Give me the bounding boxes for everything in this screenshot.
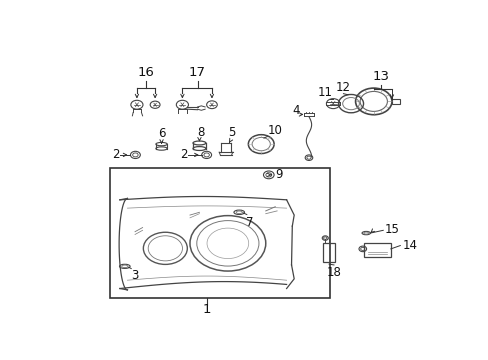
Text: 15: 15 [385,223,399,236]
Text: 2: 2 [112,148,120,161]
Text: 12: 12 [335,81,350,94]
Text: 9: 9 [275,168,282,181]
Bar [364,243,390,257]
Text: 17: 17 [189,66,205,79]
Text: 7: 7 [245,216,253,229]
Text: 18: 18 [326,266,341,279]
Text: 2: 2 [180,148,188,161]
Text: 1: 1 [203,303,211,316]
Text: 3: 3 [131,269,138,282]
Text: 5: 5 [227,126,235,139]
Text: 16: 16 [138,66,155,79]
Bar [110,168,329,298]
Text: 14: 14 [401,239,416,252]
Text: 6: 6 [158,127,165,140]
Text: 13: 13 [372,69,389,82]
Bar [391,99,400,104]
Text: 4: 4 [292,104,299,117]
Text: 11: 11 [318,86,332,99]
Bar [323,243,334,262]
Text: 8: 8 [197,126,204,139]
Text: 10: 10 [267,123,282,136]
